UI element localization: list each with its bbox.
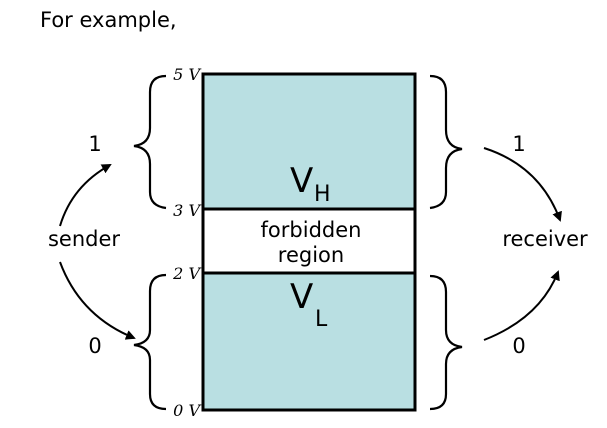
receiver-zero-label: 0 [512,334,525,358]
receiver-low-arrow [484,272,558,340]
sender-to-low-arrow [60,262,134,338]
forbidden-label-line1: forbidden [261,218,362,242]
receiver-high-arrow [484,148,560,220]
forbidden-label-line2: region [278,243,344,267]
receiver-one-label: 1 [512,132,525,156]
sender-one-label: 1 [88,132,101,156]
voltage-label-2v: 2 V [172,264,201,283]
sender-label: sender [48,227,120,251]
vl-label-sub: L [315,307,328,332]
vh-label-main: V [290,161,313,201]
voltage-label-3v: 3 V [173,201,201,220]
receiver-label: receiver [502,227,588,251]
receiver-low-brace [430,276,462,409]
vh-label-sub: H [314,182,331,207]
vl-label-main: V [290,277,313,317]
sender-low-brace [134,275,166,409]
voltage-label-5v: 5 V [173,65,201,84]
receiver-high-brace [430,76,462,208]
sender-to-high-arrow [60,165,110,226]
voltage-label-0v: 0 V [173,401,201,420]
sender-high-brace [134,76,166,208]
sender-zero-label: 0 [88,334,101,358]
